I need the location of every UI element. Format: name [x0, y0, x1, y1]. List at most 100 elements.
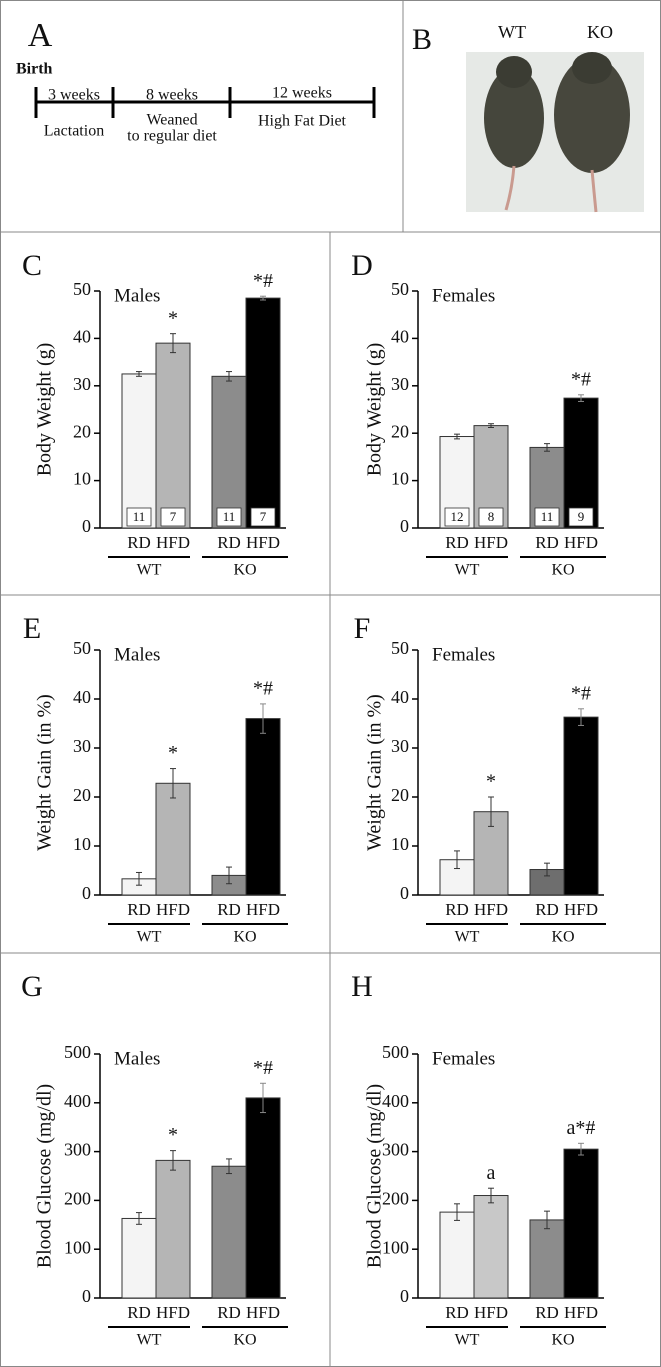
annotation: * — [168, 307, 178, 329]
x-tick-label: RD — [127, 1303, 151, 1322]
n-box — [160, 507, 186, 527]
y-tick-label: 0 — [400, 883, 409, 903]
y-axis-label: Blood Glucose (mg/dl) — [34, 1084, 56, 1268]
y-tick-label: 10 — [73, 469, 91, 489]
y-tick-label: 0 — [400, 1286, 409, 1306]
error-bar — [226, 1158, 232, 1175]
bar — [211, 1165, 247, 1299]
error-bar — [260, 295, 266, 301]
x-tick-label: HFD — [246, 1303, 280, 1322]
y-tick-label: 20 — [73, 421, 91, 441]
y-axis-label: Weight Gain (in %) — [34, 694, 56, 851]
error-bar — [488, 423, 494, 429]
panel-label: F — [354, 612, 371, 645]
group-label: WT — [137, 1332, 162, 1349]
n-box — [568, 507, 594, 527]
stage-label: High Fat Diet — [258, 113, 347, 130]
annotation: a — [487, 1162, 496, 1184]
y-tick-label: 0 — [82, 516, 91, 536]
y-tick-label: 40 — [391, 687, 409, 707]
y-tick-label: 300 — [64, 1140, 91, 1160]
y-tick-label: 0 — [82, 883, 91, 903]
error-bar — [578, 708, 584, 726]
y-tick-label: 200 — [382, 1189, 409, 1209]
error-bar — [544, 862, 550, 877]
error-bar — [578, 394, 584, 402]
chart-title: Females — [432, 285, 495, 306]
y-tick-label: 20 — [391, 421, 409, 441]
group-label: WT — [137, 929, 162, 946]
n-label: 7 — [260, 509, 267, 524]
error-bar — [454, 433, 460, 440]
y-tick-label: 40 — [73, 687, 91, 707]
stage-label: Lactation — [44, 123, 104, 140]
group-label: WT — [455, 1332, 480, 1349]
y-tick-label: 500 — [382, 1042, 409, 1062]
error-bar — [226, 371, 232, 382]
y-tick-label: 20 — [391, 785, 409, 805]
chart-title: Females — [432, 1048, 495, 1069]
y-tick-label: 50 — [73, 279, 91, 299]
group-label: KO — [551, 562, 574, 579]
stage-duration: 8 weeks — [146, 87, 198, 104]
y-tick-label: 30 — [73, 374, 91, 394]
x-tick-label: HFD — [564, 533, 598, 552]
error-bar — [578, 1142, 584, 1156]
error-bar — [544, 443, 550, 452]
error-bar — [136, 871, 142, 886]
x-tick-label: RD — [127, 900, 151, 919]
bar — [563, 1148, 599, 1299]
panel-label: E — [23, 612, 41, 645]
chart-title: Males — [114, 644, 160, 665]
y-tick-label: 10 — [391, 469, 409, 489]
group-label: KO — [551, 929, 574, 946]
x-tick-label: HFD — [564, 900, 598, 919]
y-tick-label: 30 — [391, 736, 409, 756]
y-tick-label: 10 — [391, 834, 409, 854]
bar — [245, 718, 281, 896]
error-bar — [260, 703, 266, 734]
bar — [155, 1159, 191, 1299]
error-bar — [260, 1082, 266, 1114]
annotation: * — [168, 742, 178, 764]
group-label: KO — [233, 1332, 256, 1349]
bar — [439, 1211, 475, 1299]
annotation: * — [168, 1124, 178, 1146]
bar — [211, 375, 247, 529]
chart-title: Males — [114, 285, 160, 306]
y-tick-label: 400 — [382, 1091, 409, 1111]
bar — [473, 1195, 509, 1299]
x-tick-label: RD — [217, 900, 241, 919]
x-tick-label: HFD — [246, 900, 280, 919]
n-label: 8 — [488, 509, 495, 524]
y-tick-label: 50 — [73, 638, 91, 658]
mouse-label: KO — [587, 22, 613, 42]
y-tick-label: 100 — [382, 1237, 409, 1257]
y-tick-label: 40 — [391, 327, 409, 347]
y-tick-label: 0 — [82, 1286, 91, 1306]
x-tick-label: HFD — [474, 900, 508, 919]
photo — [466, 52, 644, 213]
x-tick-label: HFD — [246, 533, 280, 552]
panel-label: G — [21, 970, 43, 1003]
panel-label: C — [22, 249, 42, 282]
bar — [155, 782, 191, 896]
bar — [529, 1219, 565, 1299]
annotation: a*# — [567, 1117, 596, 1139]
bar — [245, 1097, 281, 1299]
y-tick-label: 200 — [64, 1189, 91, 1209]
x-tick-label: HFD — [564, 1303, 598, 1322]
timeline — [34, 87, 376, 118]
y-axis-label: Body Weight (g) — [34, 343, 56, 477]
bar — [155, 342, 191, 529]
x-tick-label: RD — [445, 533, 469, 552]
timeline-start: Birth — [16, 61, 53, 78]
n-box — [126, 507, 152, 527]
error-bar — [170, 1150, 176, 1171]
y-tick-label: 50 — [391, 279, 409, 299]
x-tick-label: RD — [127, 533, 151, 552]
n-label: 11 — [133, 509, 146, 524]
y-tick-label: 10 — [73, 834, 91, 854]
y-tick-label: 0 — [400, 516, 409, 536]
